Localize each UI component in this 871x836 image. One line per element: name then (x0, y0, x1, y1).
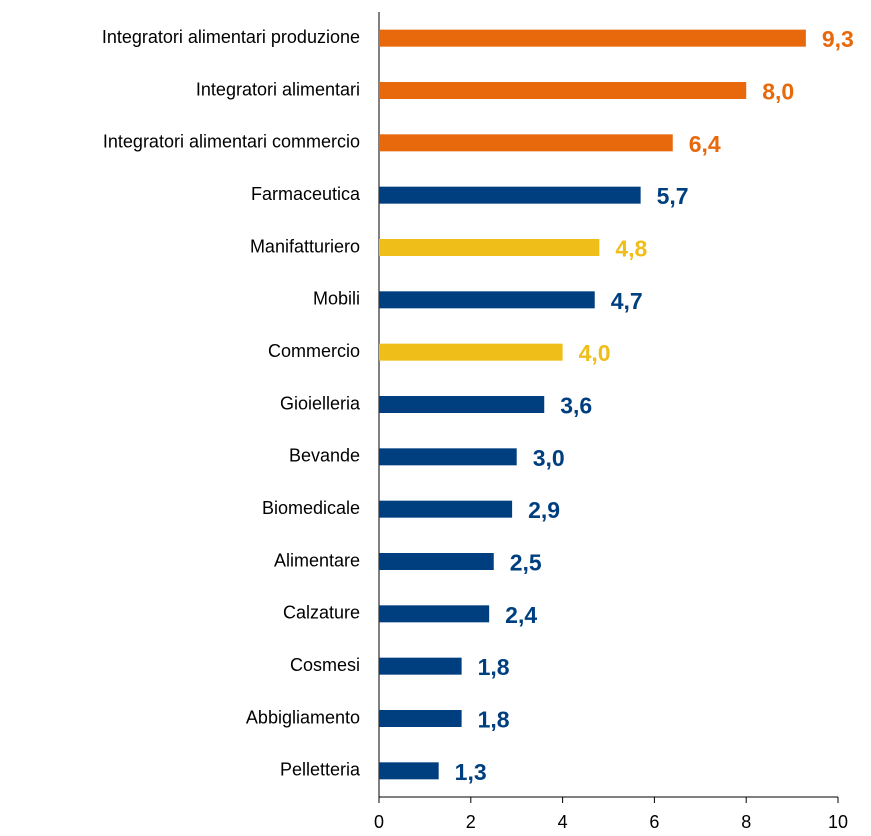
x-tick-label: 4 (558, 812, 568, 832)
category-label: Gioielleria (280, 393, 361, 413)
bar (379, 29, 806, 47)
value-label: 2,5 (510, 550, 542, 576)
category-label: Farmaceutica (251, 184, 361, 204)
bar (379, 343, 563, 361)
value-label: 3,0 (533, 445, 565, 471)
x-tick-label: 0 (374, 812, 384, 832)
bar (379, 239, 600, 256)
category-label: Biomedicale (262, 498, 360, 518)
value-label: 6,4 (689, 131, 721, 157)
value-label: 2,9 (528, 497, 560, 523)
value-label: 8,0 (762, 79, 794, 105)
category-label: Commercio (268, 341, 360, 361)
category-label: Integratori alimentari (196, 79, 360, 99)
bar (379, 553, 494, 570)
value-label: 1,8 (478, 654, 510, 680)
category-label: Pelletteria (280, 760, 361, 780)
bar (379, 396, 545, 413)
category-label: Bevande (289, 446, 360, 466)
category-label: Mobili (313, 289, 360, 309)
value-label: 5,7 (657, 183, 689, 209)
value-label: 4,0 (579, 340, 611, 366)
bar (379, 291, 595, 309)
x-tick-label: 6 (649, 812, 659, 832)
category-label: Cosmesi (290, 655, 360, 675)
bar (379, 657, 462, 675)
category-label: Manifatturiero (250, 236, 360, 256)
x-tick-label: 2 (466, 812, 476, 832)
value-label: 1,8 (478, 707, 510, 733)
value-label: 3,6 (560, 393, 592, 419)
value-label: 4,7 (611, 288, 643, 314)
category-label: Integratori alimentari produzione (102, 27, 360, 47)
x-tick-label: 10 (828, 812, 848, 832)
value-label: 9,3 (822, 26, 854, 52)
bar (379, 448, 517, 466)
category-label: Calzature (283, 603, 360, 623)
category-label: Alimentare (274, 550, 360, 570)
category-label: Integratori alimentari commercio (103, 132, 360, 152)
value-label: 1,3 (455, 759, 487, 785)
bar (379, 500, 513, 518)
bar (379, 134, 673, 152)
bar (379, 710, 462, 727)
bar (379, 605, 490, 623)
x-tick-label: 8 (741, 812, 751, 832)
bar (379, 186, 641, 204)
value-label: 2,4 (505, 602, 537, 628)
value-label: 4,8 (615, 236, 647, 262)
bar (379, 762, 439, 780)
category-label: Abbigliamento (246, 707, 360, 727)
bar (379, 82, 747, 99)
